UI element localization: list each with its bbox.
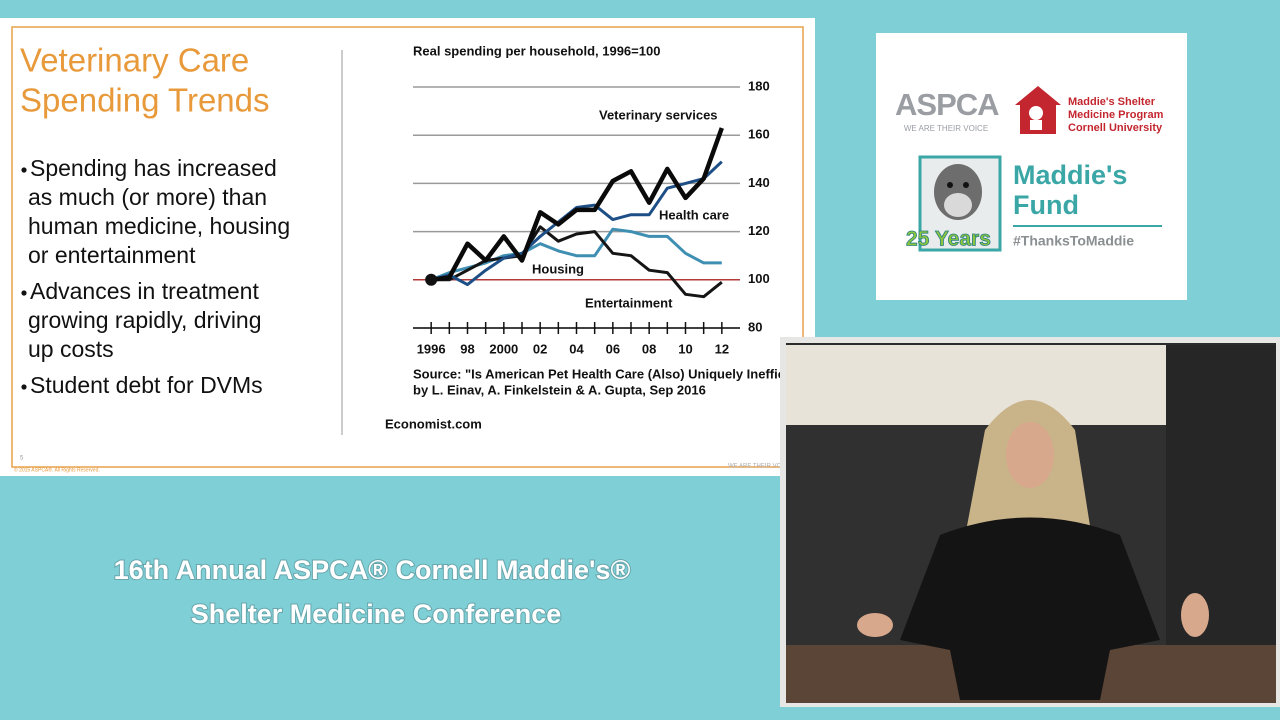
bullet-dot [21, 290, 27, 296]
bullet-text: up costs [28, 336, 114, 362]
x-tick-label: 04 [569, 341, 584, 356]
fund-name: Fund [1013, 190, 1079, 220]
x-tick-label: 1996 [417, 341, 446, 356]
conference-title: Shelter Medicine Conference [191, 599, 562, 629]
bullet-text: or entertainment [28, 242, 196, 268]
aspca-logo: ASPCA [895, 87, 999, 122]
chart-title: Real spending per household, 1996=100 [413, 43, 660, 58]
conference-title: 16th Annual ASPCA® Cornell Maddie's® [114, 555, 631, 585]
speaker-video [780, 337, 1280, 707]
x-tick-label: 02 [533, 341, 547, 356]
series-label: Entertainment [585, 295, 673, 310]
aspca-tagline: WE ARE THEIR VOICE [904, 124, 988, 133]
y-tick-label: 160 [748, 127, 770, 142]
x-tick-label: 08 [642, 341, 656, 356]
bullet-text: human medicine, housing [28, 213, 290, 239]
series-label: Health care [659, 207, 729, 222]
series-line [430, 160, 723, 287]
chart-credit: Economist.com [385, 416, 482, 431]
bullet-list: Spending has increased as much (or more) … [21, 155, 290, 398]
slide-title: Spending Trends [20, 82, 270, 119]
y-tick-label: 120 [748, 223, 770, 238]
y-tick-label: 80 [748, 319, 762, 334]
program-name: Cornell University [1068, 122, 1163, 134]
index-base-point [425, 273, 438, 286]
bullet-text: Student debt for DVMs [30, 372, 263, 398]
dog-photo [918, 155, 1002, 252]
y-tick-label: 140 [748, 175, 770, 190]
bullet-dot [21, 167, 27, 173]
bullet-text: growing rapidly, driving [28, 307, 262, 333]
series-label: Veterinary services [599, 107, 718, 122]
series-label: Housing [532, 261, 584, 276]
slide-footer-right: WE ARE THEIR VOICE [728, 464, 791, 470]
anniversary: 25 Years [906, 228, 991, 251]
slide-border [11, 26, 804, 468]
chart-source: Source: "Is American Pet Health Care (Al… [413, 366, 826, 381]
page-number: 5 [20, 456, 24, 462]
bullet-text: Advances in treatment [30, 278, 259, 304]
program-name: Medicine Program [1068, 109, 1164, 121]
x-tick-label: 98 [460, 341, 474, 356]
bullet-text: Spending has increased [30, 155, 277, 181]
series-line [431, 225, 723, 299]
x-tick-label: 06 [606, 341, 620, 356]
fund-name: Maddie's [1013, 160, 1127, 190]
x-tick-label: 2000 [489, 341, 518, 356]
y-tick-label: 180 [748, 78, 770, 93]
hashtag: #ThanksToMaddie [1013, 233, 1134, 249]
slide-title: Veterinary Care [20, 42, 249, 79]
slide-footer: © 2015 ASPCA®. All Rights Reserved. [14, 466, 100, 473]
series-line [430, 127, 724, 283]
chart: Real spending per household, 1996=100 80 1… [385, 43, 826, 431]
bullet-dot [21, 384, 27, 390]
program-name: Maddie's Shelter [1068, 96, 1156, 108]
bullet-text: as much (or more) than [28, 184, 267, 210]
x-tick-label: 10 [678, 341, 692, 356]
y-tick-label: 100 [748, 271, 770, 286]
maddies-house-icon [1015, 86, 1061, 134]
chart-source: by L. Einav, A. Finkelstein & A. Gupta, … [413, 382, 706, 397]
x-tick-label: 12 [715, 341, 729, 356]
